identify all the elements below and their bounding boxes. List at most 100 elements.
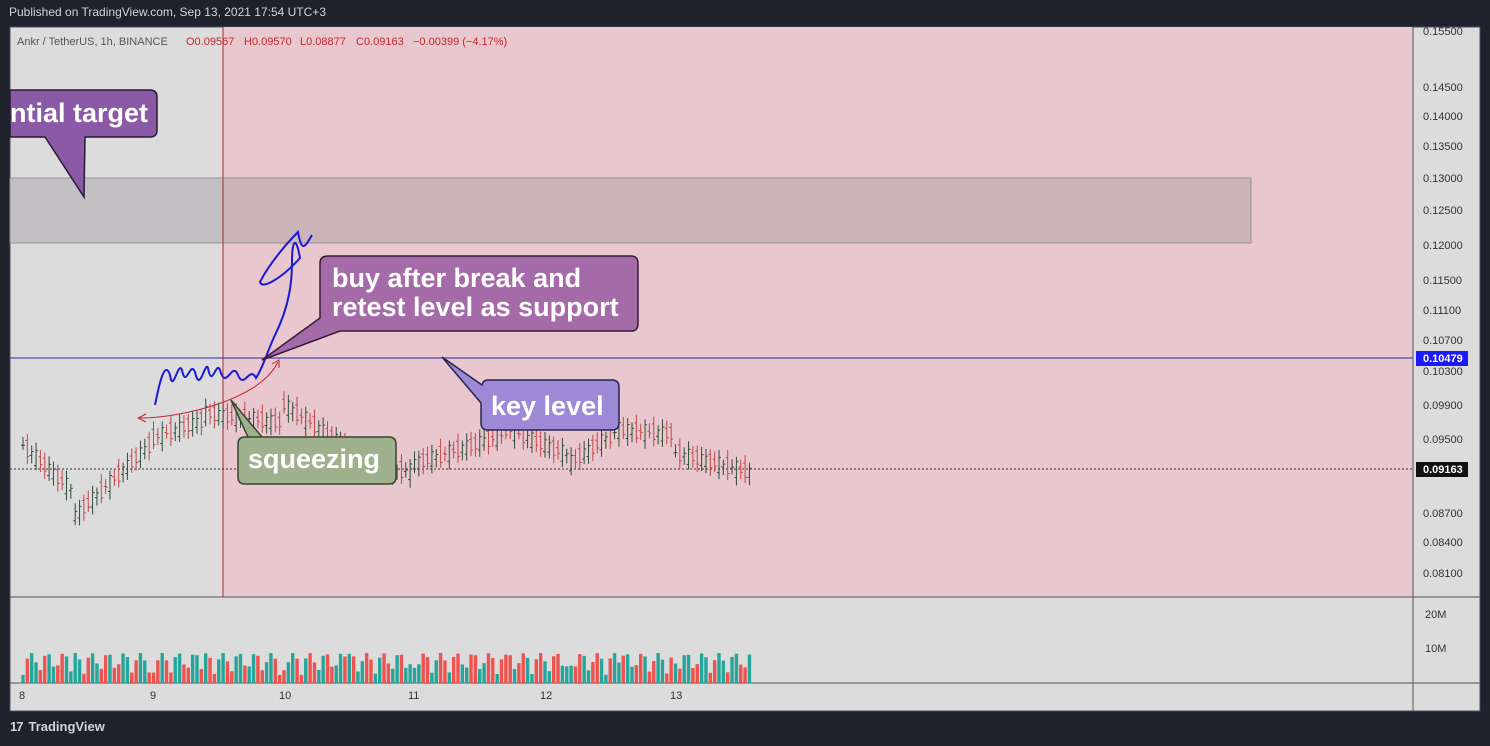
volume-bar: [299, 674, 304, 683]
volume-bar: [612, 653, 617, 683]
volume-bar: [460, 664, 465, 683]
volume-bar: [712, 660, 717, 683]
volume-bar: [134, 660, 138, 683]
y-tick-label: 0.09900: [1423, 400, 1463, 412]
squeezing-callout[interactable]: squeezing: [230, 399, 397, 485]
volume-bar: [204, 653, 208, 683]
y-tick-label: 0.14000: [1423, 111, 1463, 123]
volume-bar: [251, 654, 256, 683]
volume-bar: [739, 664, 743, 683]
y-tick-label: 0.08100: [1423, 568, 1463, 580]
volume-bar: [330, 666, 334, 683]
volume-bar: [521, 653, 525, 683]
y-tick-label: 0.12000: [1423, 240, 1463, 252]
volume-bar: [547, 671, 552, 683]
volume-bar: [38, 670, 43, 683]
volume-bar: [160, 653, 164, 683]
y-tick-label: 0.11500: [1423, 275, 1462, 287]
volume-bar: [599, 658, 604, 683]
volume-bar: [195, 655, 199, 683]
key-level-badge-text: 0.10479: [1423, 353, 1463, 365]
ohlc-legend: Ankr / TetherUS, 1h, BINANCE O0.09567 H0…: [17, 36, 507, 48]
volume-bar: [217, 659, 221, 683]
volume-bar: [417, 664, 421, 683]
y-tick-label: 0.12500: [1423, 205, 1463, 217]
volume-bar: [717, 653, 721, 683]
squeeze-arc: [139, 361, 279, 419]
volume-bar: [495, 673, 499, 683]
x-tick-label: 8: [19, 690, 25, 702]
volume-bar: [112, 667, 117, 683]
volume-bar: [447, 672, 451, 683]
open-value: O0.09567: [186, 36, 234, 48]
volume-bar: [699, 653, 704, 683]
tradingview-footer[interactable]: 17 TradingView: [10, 719, 105, 734]
volume-bar: [169, 672, 173, 683]
volume-bar: [151, 672, 156, 683]
volume-bar: [364, 653, 369, 683]
volume-bar: [21, 675, 25, 683]
volume-bar: [630, 666, 634, 683]
volume-bar: [225, 661, 230, 683]
volume-bar: [95, 663, 99, 683]
y-tick-label: 0.14500: [1423, 82, 1463, 94]
volume-bar: [721, 660, 726, 683]
volume-bar: [404, 667, 408, 683]
volume-bar: [64, 656, 69, 683]
volume-bar: [704, 657, 708, 683]
x-tick-label: 9: [150, 690, 156, 702]
volume-bar: [304, 658, 308, 683]
y-tick-label: 0.10700: [1423, 335, 1463, 347]
volume-bar: [491, 657, 495, 683]
volume-bar: [82, 673, 86, 683]
last-price-badge: [1416, 462, 1468, 477]
volume-bar: [182, 664, 186, 683]
buy-callout[interactable]: buy after break and retest level as supp…: [261, 255, 639, 361]
buy-callout-line1: buy after break and: [332, 263, 581, 293]
volume-bar: [565, 666, 569, 683]
potential-target-callout[interactable]: ntial target: [9, 89, 158, 200]
volume-bar: [343, 656, 347, 683]
volume-bar: [156, 660, 160, 683]
volume-series: [21, 653, 752, 683]
volume-bar: [660, 659, 665, 683]
key-level-callout[interactable]: key level: [441, 356, 620, 431]
y-tick-label: 0.13000: [1423, 173, 1463, 185]
volume-bar: [121, 653, 125, 683]
volume-bar: [99, 668, 103, 683]
last-price-badge-text: 0.09163: [1423, 464, 1463, 476]
volume-bar: [486, 653, 491, 683]
y-tick-label: 0.13500: [1423, 141, 1463, 153]
y-tick-label: 0.10300: [1423, 366, 1463, 378]
price-axis[interactable]: 0.15500 0.14500 0.14000 0.13500 0.13000 …: [1423, 26, 1463, 655]
volume-bar: [73, 653, 77, 683]
volume-bar: [665, 673, 669, 683]
volume-bar: [556, 653, 560, 683]
volume-bar: [69, 671, 73, 683]
volume-bar: [465, 667, 469, 683]
volume-bar: [360, 661, 364, 683]
time-axis[interactable]: 8 9 10 11 12 13: [19, 690, 682, 702]
volume-bar: [560, 665, 565, 683]
volume-bar: [47, 654, 51, 683]
volume-bar: [512, 669, 517, 683]
volume-bar: [595, 653, 599, 683]
volume-bar: [504, 654, 508, 683]
volume-bar: [708, 672, 712, 683]
volume-bar: [617, 662, 621, 683]
volume-bar: [373, 673, 378, 683]
volume-bar: [643, 656, 647, 683]
volume-bar: [434, 660, 438, 683]
y-tick-label: 0.11100: [1423, 305, 1461, 317]
volume-bar: [147, 672, 151, 683]
volume-bar: [77, 659, 82, 683]
footer-brand-text: TradingView: [28, 719, 105, 734]
y-tick-label: 0.08400: [1423, 537, 1463, 549]
y-tick-label: 0.08700: [1423, 508, 1463, 520]
volume-bar: [243, 665, 247, 683]
volume-bar: [199, 668, 204, 683]
volume-bar: [143, 660, 147, 683]
volume-bar: [734, 653, 739, 683]
volume-bar: [621, 655, 625, 683]
